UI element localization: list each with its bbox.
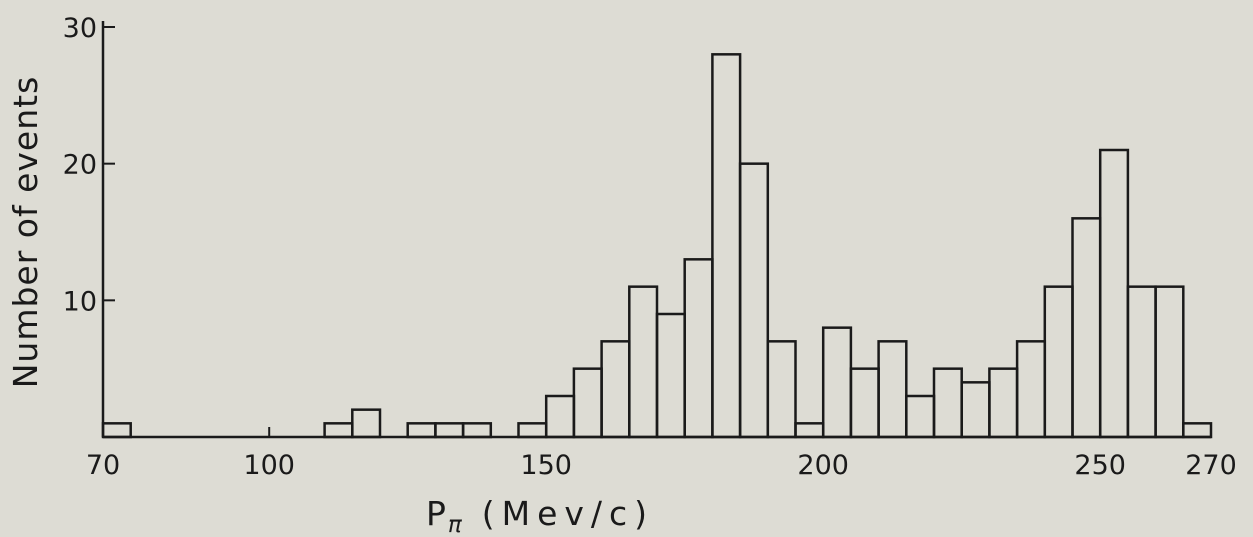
x-axis-title-subscript: π [448, 512, 463, 537]
y-tick-label: 10 [63, 286, 97, 317]
histogram-bar [1154, 285, 1185, 439]
histogram-bars [101, 53, 1213, 439]
histogram-bar [988, 367, 1019, 439]
histogram-bar [101, 422, 132, 439]
histogram-bar [711, 53, 742, 439]
x-tick-label: 100 [243, 450, 295, 481]
histogram-bar [794, 422, 825, 439]
x-axis-title: Pπ (Mev/c) [426, 494, 654, 537]
histogram-bar [572, 367, 603, 439]
histogram-bar [461, 422, 493, 439]
histogram-bar [683, 258, 714, 439]
histogram-bar [877, 340, 908, 439]
histogram-bar [960, 381, 991, 439]
histogram-bar [1126, 285, 1157, 439]
histogram-bar [544, 394, 576, 439]
histogram-bar [628, 285, 659, 439]
histogram-bar [1098, 148, 1130, 439]
histogram-bar [1071, 217, 1102, 439]
histogram-bar [1182, 422, 1213, 439]
x-axis-title-unit: (Mev/c) [482, 494, 654, 533]
histogram-bar [517, 422, 548, 439]
histogram-bar [1043, 285, 1074, 439]
histogram-bar [600, 340, 631, 439]
x-tick-label: 270 [1185, 450, 1237, 481]
histogram-bar [849, 367, 880, 439]
histogram-bar [406, 422, 437, 439]
histogram-bar [821, 326, 853, 439]
histogram-bar [323, 422, 354, 439]
y-tick-label: 20 [63, 150, 97, 181]
y-tick-label: 30 [63, 13, 97, 44]
x-tick-label: 70 [86, 450, 120, 481]
y-axis-title: Number of events [6, 76, 45, 389]
x-tick-label: 250 [1074, 450, 1126, 481]
histogram-bar [655, 312, 686, 439]
x-tick-label: 150 [520, 450, 572, 481]
histogram-bar [766, 340, 797, 439]
axes: 70 100 150 200 250 270 10 20 30 [63, 13, 1237, 481]
histogram-bar [1015, 340, 1047, 439]
histogram-bar [351, 408, 382, 439]
y-axis-ticks: 10 20 30 [63, 13, 115, 317]
x-tick-label: 200 [797, 450, 849, 481]
histogram-bar [738, 162, 770, 439]
x-axis-ticks: 70 100 150 200 250 270 [86, 427, 1237, 481]
histogram-bar [905, 394, 936, 439]
histogram-bar [434, 422, 465, 439]
histogram-bar [932, 367, 963, 439]
x-axis-title-main: P [426, 494, 446, 533]
